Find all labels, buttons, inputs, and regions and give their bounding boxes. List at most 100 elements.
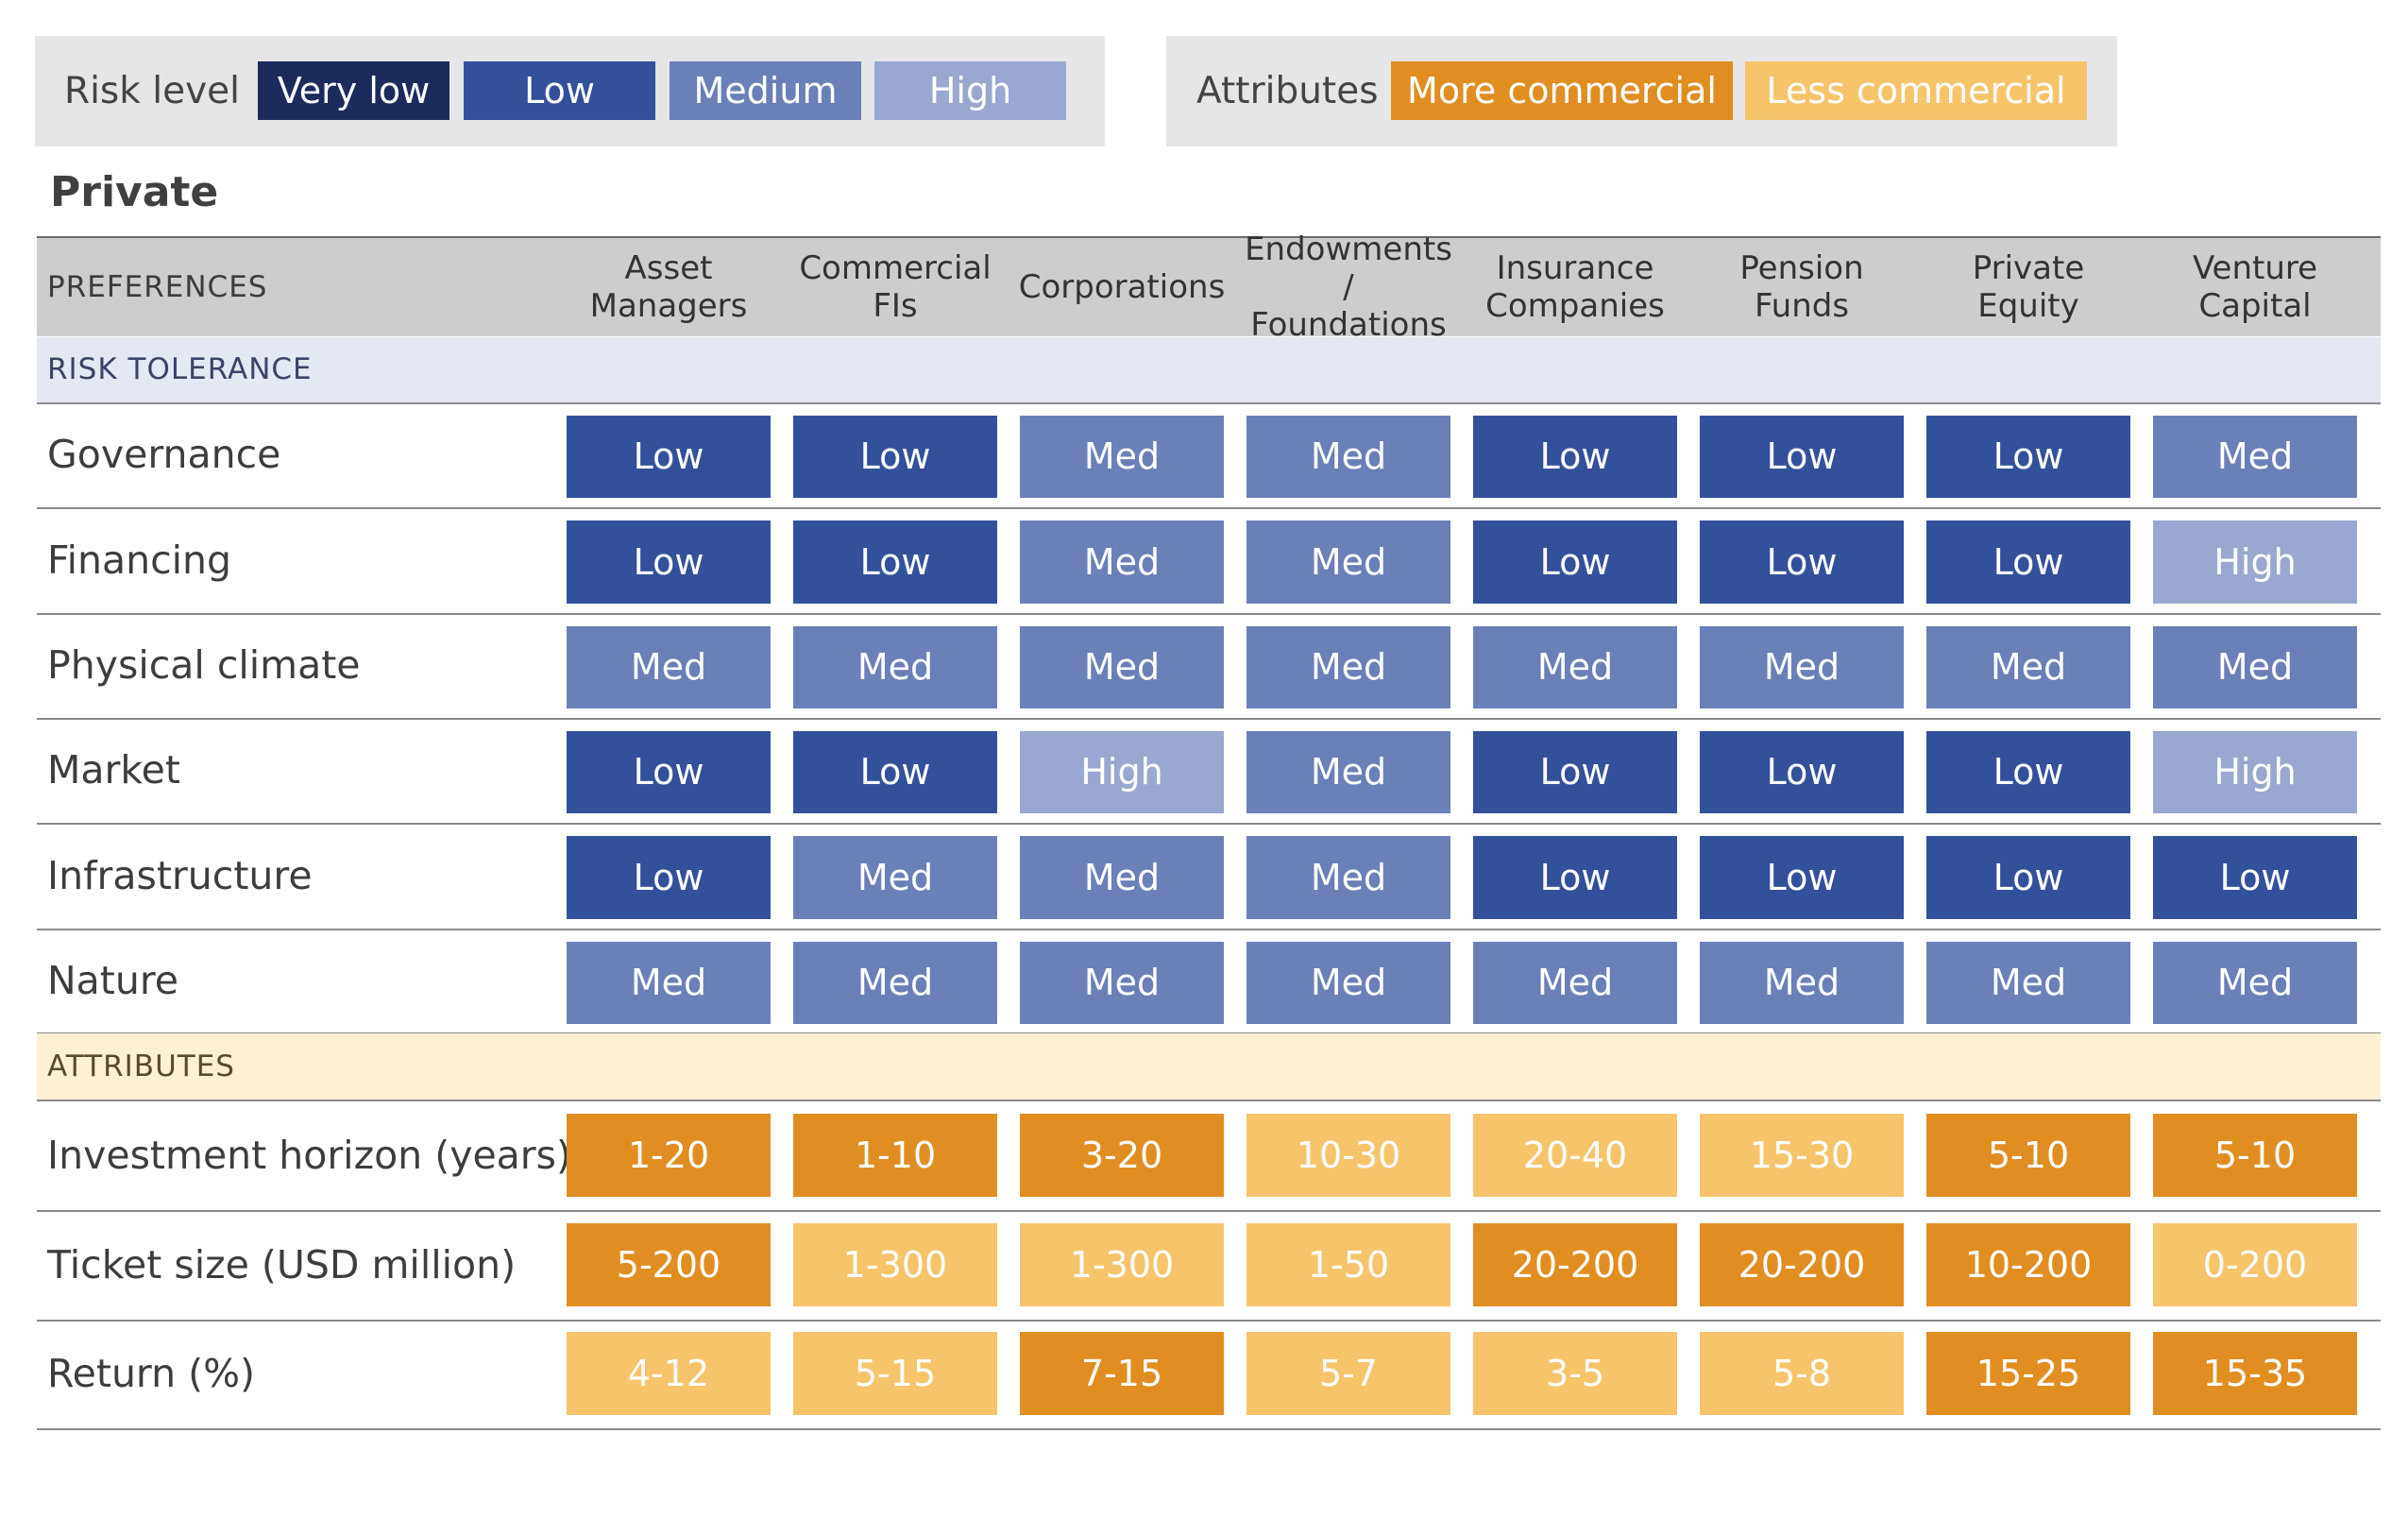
column-header: Venture Capital	[2192, 249, 2318, 325]
attributes-legend-title: Attributes	[1196, 70, 1379, 112]
risk-cell: Med	[1020, 520, 1224, 604]
risk-cell: Med	[1246, 731, 1450, 813]
preferences-header-label: PREFERENCES	[47, 270, 268, 304]
risk-cell: Med	[1020, 942, 1224, 1024]
risk-cell: Med	[793, 836, 997, 919]
attribute-cell: 3-20	[1020, 1114, 1224, 1197]
risk-cell: Low	[567, 416, 771, 498]
attributes-band	[37, 1033, 2381, 1100]
risk-cell: Med	[1473, 626, 1677, 708]
risk-cell: Med	[1246, 626, 1450, 708]
attribute-cell: 1-10	[793, 1114, 997, 1197]
risk-cell: Low	[2153, 836, 2357, 919]
risk-cell: Med	[1700, 942, 1904, 1024]
risk-cell: Med	[793, 942, 997, 1024]
column-header: Asset Managers	[589, 249, 748, 325]
risk-tolerance-band	[37, 337, 2381, 402]
risk-tolerance-label: RISK TOLERANCE	[47, 352, 313, 386]
attribute-cell: 5-200	[567, 1223, 771, 1306]
legend-chip-more-commercial: More commercial	[1391, 61, 1733, 120]
risk-cell: Low	[1926, 731, 2130, 813]
risk-level-legend: Risk level Very low Low Medium High	[35, 36, 1105, 146]
table-top-rule	[37, 236, 2381, 239]
attribute-cell: 5-7	[1246, 1332, 1450, 1415]
section-title: Private	[50, 168, 219, 216]
legend-chip-less-commercial: Less commercial	[1745, 61, 2087, 120]
column-header: Pension Funds	[1739, 249, 1864, 325]
risk-cell: Low	[1700, 731, 1904, 813]
risk-cell: Med	[2153, 416, 2357, 498]
risk-cell: Med	[1020, 626, 1224, 708]
risk-cell: Med	[793, 626, 997, 708]
risk-cell: Low	[1473, 836, 1677, 919]
risk-cell: Low	[1700, 416, 1904, 498]
column-header: Corporations	[1018, 268, 1226, 306]
risk-cell: Low	[793, 520, 997, 604]
risk-cell: Low	[567, 520, 771, 604]
attribute-cell: 1-50	[1246, 1223, 1450, 1306]
attributes-legend: Attributes More commercial Less commerci…	[1166, 36, 2117, 146]
attribute-cell: 10-30	[1246, 1114, 1450, 1197]
row-divider	[37, 507, 2381, 509]
risk-cell: Low	[567, 836, 771, 919]
risk-cell: Med	[567, 942, 771, 1024]
row-divider	[37, 718, 2381, 720]
row-label-infrastructure: Infrastructure	[47, 853, 313, 898]
table-header	[37, 238, 2381, 336]
row-divider	[37, 1320, 2381, 1322]
row-label-financing: Financing	[47, 537, 232, 583]
row-divider	[37, 929, 2381, 930]
attribute-cell: 5-10	[1926, 1114, 2130, 1197]
row-label-market: Market	[47, 747, 180, 793]
risk-cell: Low	[567, 731, 771, 813]
row-label-return: Return (%)	[47, 1351, 256, 1396]
risk-cell: Med	[1926, 626, 2130, 708]
row-divider	[37, 1210, 2381, 1212]
risk-cell: Low	[1700, 520, 1904, 604]
column-header: Endowments / Foundations	[1245, 230, 1452, 344]
attribute-cell: 1-300	[793, 1223, 997, 1306]
attribute-cell: 15-35	[2153, 1332, 2357, 1415]
risk-cell: Low	[1473, 731, 1677, 813]
risk-cell: Med	[1246, 942, 1450, 1024]
row-label-ticket-size-usd-million: Ticket size (USD million)	[47, 1242, 517, 1288]
attribute-cell: 20-200	[1473, 1223, 1677, 1306]
column-header: Commercial FIs	[799, 249, 992, 325]
attribute-cell: 20-40	[1473, 1114, 1677, 1197]
legend-chip-high: High	[874, 61, 1066, 120]
legend-chip-medium: Medium	[670, 61, 861, 120]
legend-chip-very-low: Very low	[258, 61, 449, 120]
attribute-cell: 5-10	[2153, 1114, 2357, 1197]
legend-chip-low: Low	[464, 61, 655, 120]
risk-cell: High	[1020, 731, 1224, 813]
column-header: Insurance Companies	[1485, 249, 1665, 325]
attributes-band-rule	[37, 1100, 2381, 1101]
row-divider	[37, 613, 2381, 615]
attribute-cell: 5-8	[1700, 1332, 1904, 1415]
attribute-cell: 1-20	[567, 1114, 771, 1197]
risk-level-legend-title: Risk level	[64, 70, 240, 112]
risk-cell: Low	[1926, 836, 2130, 919]
risk-cell: Low	[793, 416, 997, 498]
risk-cell: Med	[2153, 942, 2357, 1024]
row-divider	[37, 1428, 2381, 1430]
risk-cell: Med	[1246, 520, 1450, 604]
attribute-cell: 0-200	[2153, 1223, 2357, 1306]
row-label-nature: Nature	[47, 958, 179, 1003]
risk-cell: Med	[1020, 416, 1224, 498]
risk-cell: Med	[1473, 942, 1677, 1024]
column-header: Private Equity	[1972, 249, 2085, 325]
risk-cell: High	[2153, 731, 2357, 813]
row-divider	[37, 823, 2381, 825]
risk-cell: High	[2153, 520, 2357, 604]
risk-cell: Low	[1700, 836, 1904, 919]
risk-cell: Low	[1926, 520, 2130, 604]
risk-cell: Med	[1926, 942, 2130, 1024]
risk-cell: Med	[2153, 626, 2357, 708]
attributes-label: ATTRIBUTES	[47, 1049, 235, 1083]
risk-cell: Med	[1246, 416, 1450, 498]
risk-cell: Low	[1473, 520, 1677, 604]
risk-band-rule	[37, 402, 2381, 404]
attribute-cell: 5-15	[793, 1332, 997, 1415]
attribute-cell: 15-25	[1926, 1332, 2130, 1415]
